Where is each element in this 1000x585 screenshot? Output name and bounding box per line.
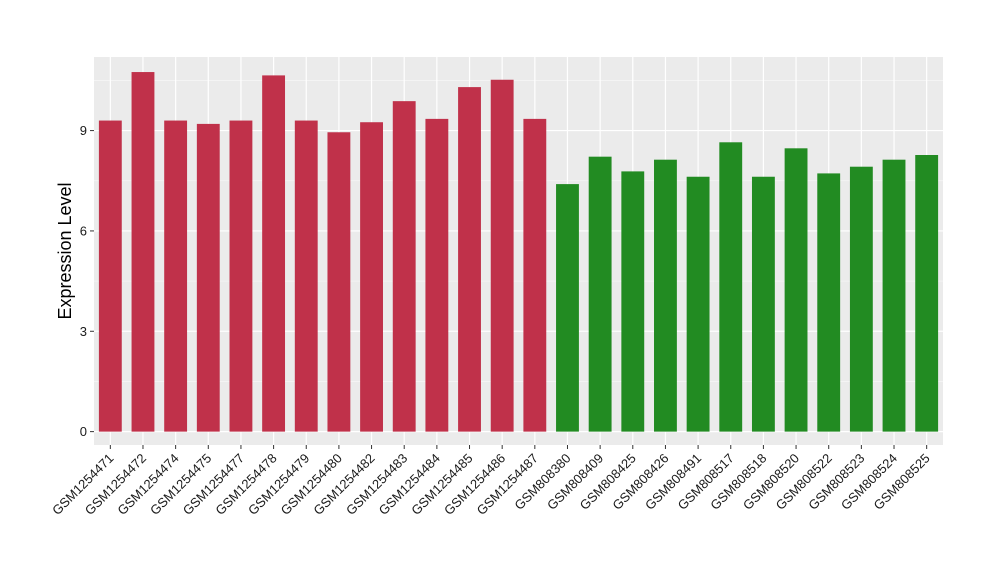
bar-GSM1254475	[196, 123, 220, 432]
bar-GSM808520	[784, 148, 808, 432]
y-tick-label: 0	[80, 424, 87, 439]
bar-GSM808426	[654, 159, 677, 432]
bar-GSM1254480	[327, 132, 351, 432]
bar-GSM808518	[751, 176, 775, 432]
bar-GSM808380	[556, 184, 579, 432]
bar-GSM808491	[686, 176, 710, 432]
bar-GSM1254482	[360, 122, 383, 432]
bars	[98, 72, 939, 432]
bar-GSM1254479	[294, 120, 318, 432]
bar-GSM1254474	[164, 120, 188, 432]
y-tick-label: 9	[80, 123, 87, 138]
bar-GSM1254472	[131, 72, 155, 432]
bar-GSM1254484	[425, 118, 449, 432]
bar-GSM1254485	[458, 87, 481, 432]
bar-GSM808523	[849, 166, 873, 432]
bar-GSM808517	[719, 142, 743, 432]
bar-GSM808525	[915, 155, 939, 432]
bar-GSM808524	[882, 159, 906, 432]
bar-GSM1254478	[262, 75, 286, 432]
y-axis-title: Expression Level	[55, 182, 75, 319]
bar-GSM808522	[817, 173, 841, 432]
bar-GSM1254486	[490, 79, 514, 432]
bar-GSM808409	[588, 156, 612, 432]
y-axis: 0 3 6 9	[80, 123, 94, 439]
bar-GSM1254483	[392, 101, 416, 432]
y-tick-label: 6	[80, 223, 87, 238]
bar-GSM1254487	[523, 118, 547, 432]
bar-GSM808425	[621, 171, 645, 432]
y-tick-label: 3	[80, 324, 87, 339]
bar-GSM1254471	[98, 120, 122, 432]
bar-GSM1254477	[229, 120, 253, 432]
plot-panel	[94, 57, 943, 445]
x-axis: GSM1254471GSM1254472GSM1254474GSM1254475…	[49, 445, 933, 518]
